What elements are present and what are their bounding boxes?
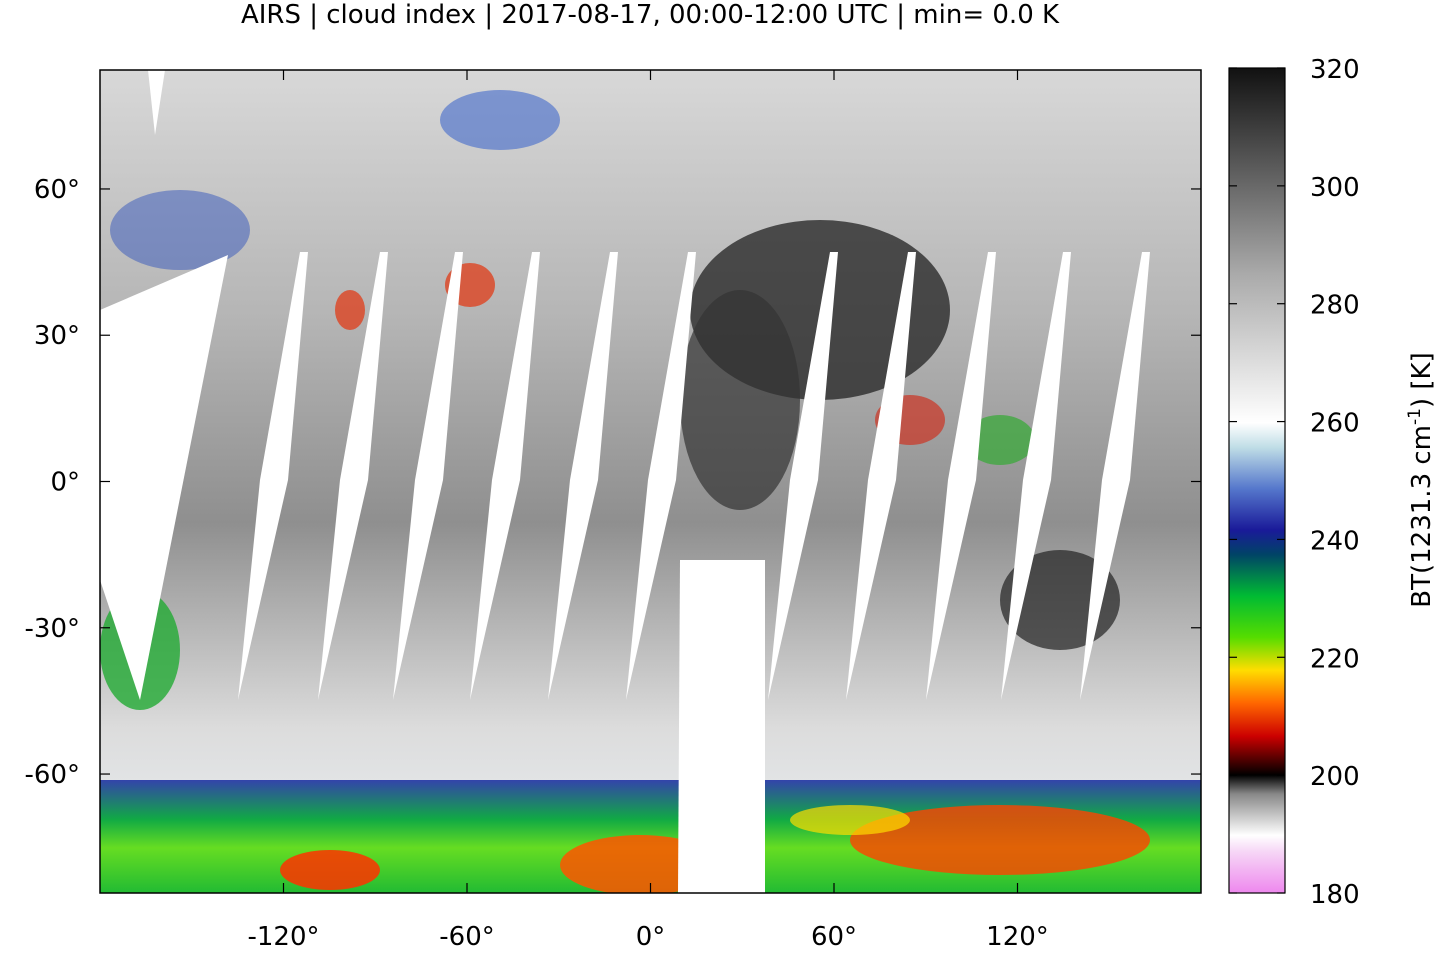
gap <box>1001 252 1071 700</box>
cloud <box>440 90 560 150</box>
colorbar-label: BT(1231.3 cm-1) [K] <box>1405 352 1437 607</box>
swath-gaps <box>238 252 1150 700</box>
gap <box>846 252 916 700</box>
cloud <box>965 415 1035 465</box>
gap <box>626 252 696 700</box>
colorbar-tick-label: 180 <box>1310 880 1360 910</box>
y-tick-label: -60° <box>25 760 80 790</box>
gap <box>318 252 388 700</box>
colorbar <box>1228 67 1286 894</box>
swath-gaps <box>100 70 765 893</box>
gap <box>1080 252 1150 700</box>
colorbar-tick-label: 260 <box>1310 409 1360 439</box>
x-tick-label: 0° <box>636 922 666 952</box>
y-tick-label: 60° <box>34 175 80 205</box>
gap <box>926 252 996 700</box>
gap <box>678 560 765 893</box>
colorbar-tick-label: 220 <box>1310 644 1360 674</box>
dark-region <box>680 290 800 510</box>
cloud <box>280 850 380 890</box>
y-tick-label: 30° <box>34 321 80 351</box>
colorbar-tick-label: 200 <box>1310 762 1360 792</box>
cloud <box>790 805 910 835</box>
colorbar-tick-label: 300 <box>1310 173 1360 203</box>
cloud <box>850 805 1150 875</box>
y-tick-label: -30° <box>25 614 80 644</box>
gap <box>148 70 165 135</box>
y-tick-label: 0° <box>50 468 80 498</box>
colorbar-label-text: BT(1231.3 cm <box>1407 425 1437 608</box>
colorbar-label-superscript: -1 <box>1405 408 1425 425</box>
x-tick-label: 120° <box>986 922 1049 952</box>
gap <box>100 255 228 700</box>
x-tick-label: -120° <box>247 922 319 952</box>
x-tick-label: -60° <box>439 922 494 952</box>
gap <box>768 252 838 700</box>
map-image <box>100 70 1201 893</box>
title: AIRS | cloud index | 2017-08-17, 00:00-1… <box>241 0 1060 30</box>
gap <box>548 252 618 700</box>
gap <box>470 252 540 700</box>
cloud <box>335 290 365 330</box>
cloud <box>110 190 250 270</box>
gap <box>238 252 308 700</box>
x-tick-label: 60° <box>811 922 857 952</box>
gap <box>393 252 463 700</box>
colorbar-tick-label: 280 <box>1310 291 1360 321</box>
colorbar-tick-label: 240 <box>1310 526 1360 556</box>
colorbar-label-text: ) [K] <box>1407 352 1437 408</box>
colorbar-tick-label: 320 <box>1310 55 1360 85</box>
